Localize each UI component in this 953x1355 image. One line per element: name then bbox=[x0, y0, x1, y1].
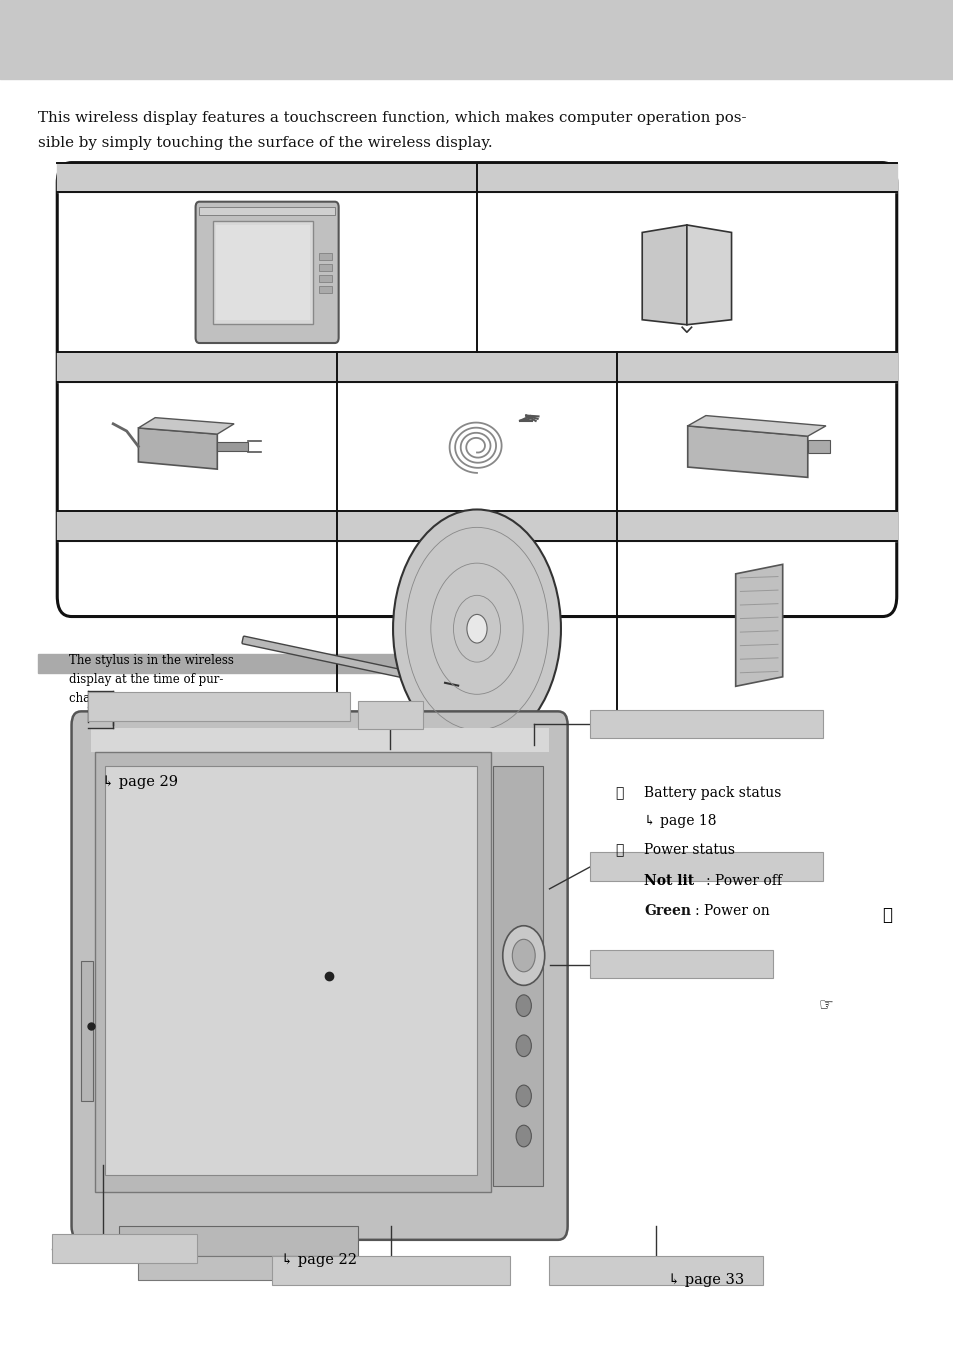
Bar bbox=[319, 286, 332, 293]
Polygon shape bbox=[687, 425, 807, 477]
Bar bbox=[81, 961, 92, 1100]
Text: ↳ page 22: ↳ page 22 bbox=[281, 1253, 357, 1267]
Circle shape bbox=[512, 939, 535, 972]
Bar bbox=[57, 163, 896, 192]
Circle shape bbox=[502, 925, 544, 985]
Polygon shape bbox=[138, 428, 217, 469]
FancyBboxPatch shape bbox=[242, 635, 455, 688]
FancyBboxPatch shape bbox=[71, 711, 567, 1240]
Circle shape bbox=[393, 509, 560, 748]
Bar bbox=[213, 221, 313, 324]
Polygon shape bbox=[735, 564, 781, 686]
Polygon shape bbox=[686, 225, 731, 325]
Text: This wireless display features a touchscreen function, which makes computer oper: This wireless display features a touchsc… bbox=[38, 111, 746, 125]
Bar bbox=[199, 207, 335, 215]
Bar bbox=[38, 654, 448, 673]
Bar bbox=[52, 1234, 197, 1263]
Text: The stylus is in the wireless
display at the time of pur-
chase. (📋 page 13): The stylus is in the wireless display at… bbox=[69, 654, 233, 705]
Circle shape bbox=[516, 995, 531, 1016]
Bar bbox=[91, 728, 548, 752]
Bar bbox=[319, 253, 332, 260]
Text: Battery pack status: Battery pack status bbox=[643, 786, 781, 799]
Polygon shape bbox=[687, 416, 825, 436]
Polygon shape bbox=[138, 417, 233, 434]
Text: ↳ page 29: ↳ page 29 bbox=[102, 775, 178, 789]
Text: sible by simply touching the surface of the wireless display.: sible by simply touching the surface of … bbox=[38, 136, 493, 149]
FancyBboxPatch shape bbox=[57, 163, 896, 617]
FancyBboxPatch shape bbox=[195, 202, 338, 343]
Text: Power status: Power status bbox=[643, 843, 734, 856]
Bar bbox=[95, 752, 491, 1192]
Bar bbox=[272, 1256, 510, 1285]
Text: ⓐ: ⓐ bbox=[615, 843, 623, 856]
Bar bbox=[589, 950, 772, 978]
Bar bbox=[589, 852, 822, 881]
Bar bbox=[138, 1256, 338, 1280]
Circle shape bbox=[516, 1035, 531, 1057]
Bar bbox=[217, 442, 247, 451]
Text: Green: Green bbox=[643, 904, 690, 917]
Text: ⎕: ⎕ bbox=[615, 786, 623, 799]
Circle shape bbox=[466, 614, 487, 644]
Text: : Power on: : Power on bbox=[694, 904, 768, 917]
Bar bbox=[357, 701, 422, 729]
Bar bbox=[319, 275, 332, 282]
Bar bbox=[216, 225, 310, 320]
Text: ☞: ☞ bbox=[818, 996, 833, 1015]
Text: : Power off: : Power off bbox=[705, 874, 781, 888]
Polygon shape bbox=[641, 225, 686, 325]
Bar bbox=[807, 440, 829, 453]
Bar bbox=[319, 264, 332, 271]
Bar bbox=[589, 710, 822, 738]
Circle shape bbox=[516, 1085, 531, 1107]
Bar bbox=[0, 0, 953, 79]
Text: ⏻: ⏻ bbox=[882, 905, 891, 924]
Bar bbox=[119, 1226, 357, 1256]
Bar bbox=[57, 352, 896, 382]
Bar bbox=[493, 766, 542, 1186]
Text: ↳ page 33: ↳ page 33 bbox=[667, 1274, 743, 1287]
Text: Not lit: Not lit bbox=[643, 874, 694, 888]
Bar bbox=[105, 766, 476, 1175]
Bar bbox=[88, 692, 350, 721]
Text: ↳ page 18: ↳ page 18 bbox=[643, 814, 716, 828]
Bar bbox=[57, 511, 896, 541]
Bar bbox=[548, 1256, 762, 1285]
Circle shape bbox=[516, 1125, 531, 1146]
